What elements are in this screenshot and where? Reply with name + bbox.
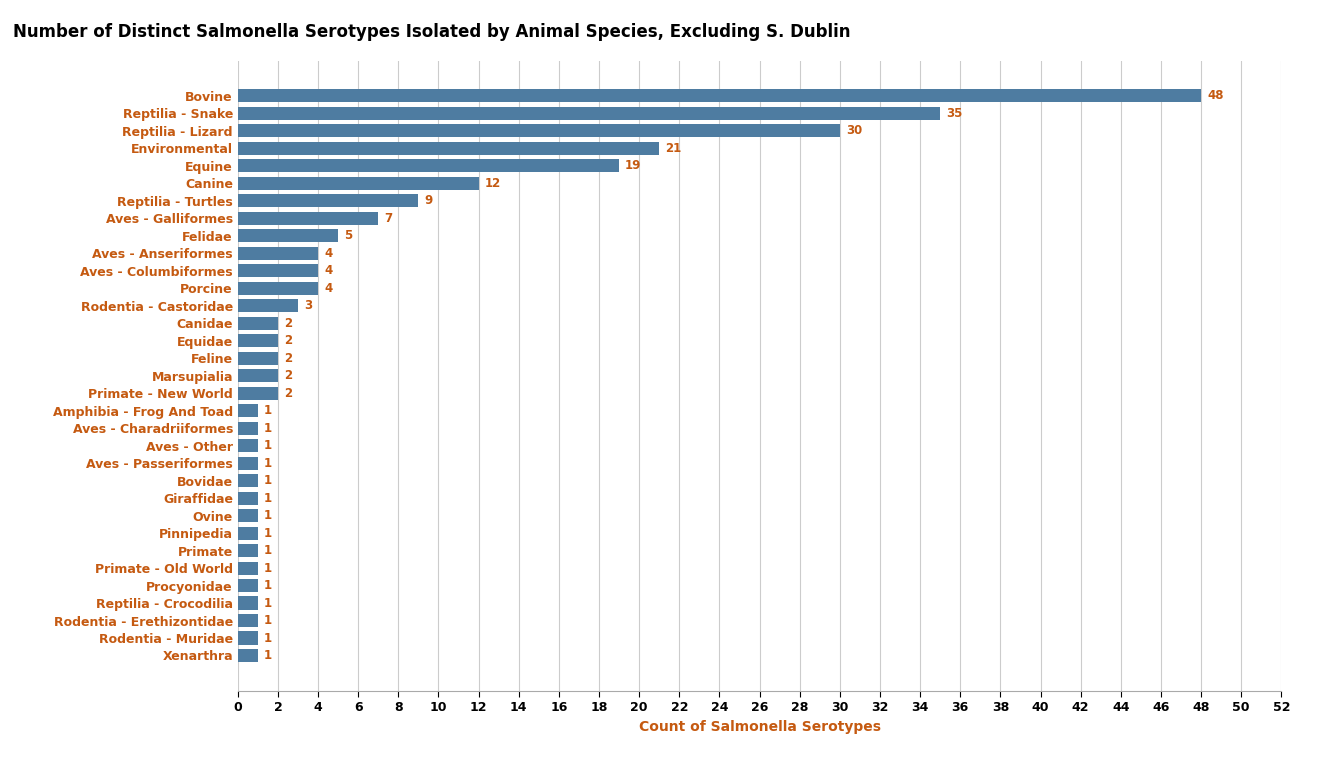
Bar (238, 142, 659, 155)
Bar (238, 229, 338, 242)
Bar (238, 386, 277, 400)
Bar (238, 544, 258, 557)
Bar (238, 439, 258, 452)
Text: 7: 7 (384, 212, 392, 225)
Bar (238, 474, 258, 487)
Text: 1: 1 (264, 631, 272, 644)
Bar (238, 264, 318, 277)
Text: 2: 2 (284, 317, 292, 329)
Bar (238, 334, 277, 348)
Bar (238, 404, 258, 417)
Text: 30: 30 (845, 124, 863, 137)
Bar (238, 527, 258, 540)
Text: 1: 1 (264, 544, 272, 557)
Bar (238, 579, 258, 592)
Text: 1: 1 (264, 439, 272, 452)
Text: 4: 4 (324, 247, 333, 260)
Text: 1: 1 (264, 527, 272, 540)
Bar (238, 492, 258, 505)
Text: 9: 9 (424, 194, 433, 207)
Text: 1: 1 (264, 614, 272, 627)
Bar (238, 282, 318, 294)
Text: 1: 1 (264, 405, 272, 417)
Text: Number of Distinct Salmonella Serotypes Isolated by Animal Species, Excluding S.: Number of Distinct Salmonella Serotypes … (13, 23, 851, 41)
Bar (238, 369, 277, 383)
Text: 4: 4 (324, 264, 333, 277)
Text: 35: 35 (946, 107, 963, 120)
Bar (238, 317, 277, 330)
Bar (238, 124, 840, 137)
Bar (238, 159, 620, 172)
Text: 3: 3 (304, 299, 312, 312)
Text: 21: 21 (666, 142, 682, 155)
Text: 2: 2 (284, 334, 292, 347)
Bar (238, 649, 258, 662)
Text: 1: 1 (264, 492, 272, 505)
Bar (238, 90, 1201, 102)
Bar (238, 194, 419, 207)
Text: 1: 1 (264, 649, 272, 662)
Text: 2: 2 (284, 351, 292, 365)
Bar (238, 509, 258, 522)
Text: 1: 1 (264, 562, 272, 575)
Bar (238, 562, 258, 575)
Bar (238, 107, 941, 120)
Bar (238, 631, 258, 644)
Text: 2: 2 (284, 369, 292, 383)
Text: 48: 48 (1207, 90, 1223, 102)
Bar (238, 597, 258, 609)
Text: 1: 1 (264, 509, 272, 522)
Text: 1: 1 (264, 457, 272, 470)
Text: 12: 12 (485, 177, 501, 190)
Bar (238, 247, 318, 260)
Text: 5: 5 (345, 229, 353, 242)
Bar (238, 614, 258, 627)
Text: 2: 2 (284, 386, 292, 400)
Text: 1: 1 (264, 579, 272, 592)
Bar (238, 351, 277, 365)
Bar (238, 177, 478, 190)
Text: 19: 19 (625, 159, 642, 172)
Bar (238, 212, 378, 225)
Bar (238, 421, 258, 435)
Bar (238, 457, 258, 470)
Text: 4: 4 (324, 282, 333, 294)
Text: 1: 1 (264, 474, 272, 487)
Text: 1: 1 (264, 597, 272, 609)
X-axis label: Count of Salmonella Serotypes: Count of Salmonella Serotypes (638, 720, 881, 734)
Bar (238, 299, 299, 312)
Text: 1: 1 (264, 422, 272, 435)
